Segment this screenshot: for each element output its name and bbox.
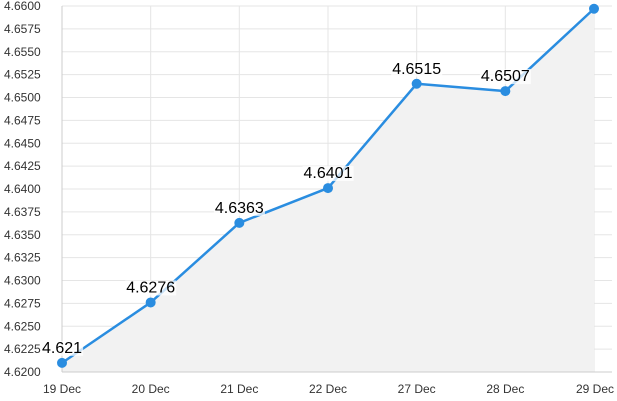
y-tick-label: 4.6350: [4, 228, 41, 242]
data-point: [234, 217, 245, 228]
data-label-background: [40, 340, 84, 356]
axes: [61, 6, 612, 373]
x-tick-label: 27 Dec: [398, 382, 436, 396]
y-tick-label: 4.6600: [4, 0, 41, 13]
y-tick-label: 4.6325: [4, 251, 41, 265]
data-label-background: [125, 280, 177, 296]
x-tick-label: 29 Dec: [576, 382, 614, 396]
data-label-background: [479, 69, 531, 85]
y-tick-label: 4.6450: [4, 136, 41, 150]
data-point: [57, 357, 67, 368]
y-tick-label: 4.6400: [4, 182, 41, 196]
data-point: [323, 183, 333, 194]
data-point: [145, 297, 156, 308]
y-tick-label: 4.6500: [4, 91, 41, 105]
data-point: [411, 78, 422, 89]
data-label-background: [302, 166, 354, 182]
y-tick-label: 4.6225: [4, 342, 41, 356]
y-tick-label: 4.6550: [4, 45, 41, 59]
x-axis-ticks: 19 Dec 20 Dec 21 Dec 22 Dec 27 Dec 28 Dec 29 D…: [43, 382, 614, 396]
x-tick-label: 22 Dec: [309, 382, 347, 396]
data-label: 4.6401: [304, 165, 353, 182]
data-label: 4.6515: [392, 61, 441, 78]
y-tick-label: 4.6275: [4, 296, 41, 310]
x-tick-label: 21 Dec: [220, 382, 258, 396]
y-tick-label: 4.6300: [4, 274, 41, 288]
y-tick-label: 4.6425: [4, 159, 41, 173]
y-tick-label: 4.6250: [4, 319, 41, 333]
data-label: 4.621: [42, 340, 82, 357]
x-tick-label: 28 Dec: [486, 382, 524, 396]
y-tick-label: 4.6375: [4, 205, 41, 219]
data-points: [57, 3, 599, 368]
x-tick-label: 20 Dec: [132, 382, 170, 396]
data-label: 4.6597: [549, 0, 598, 3]
x-tick-label: 19 Dec: [43, 382, 81, 396]
y-tick-label: 4.6525: [4, 68, 41, 82]
data-label-background: [548, 0, 600, 2]
data-point: [500, 86, 511, 97]
y-tick-label: 4.6575: [4, 22, 41, 36]
data-point: [589, 3, 599, 14]
data-label: 4.6276: [126, 279, 175, 296]
data-label-background: [391, 61, 443, 77]
data-label: 4.6363: [215, 200, 264, 217]
y-tick-label: 4.6475: [4, 113, 41, 127]
y-axis-ticks: 4.6200 4.6225 4.6250 4.6275 4.6300 4.6325 4.63…: [4, 0, 41, 379]
data-labels: 4.621 4.6276 4.6363 4.6401 4.6515 4.6507 4.659…: [40, 0, 600, 357]
data-label: 4.6507: [481, 68, 530, 85]
y-tick-label: 4.6200: [4, 365, 41, 379]
data-label-background: [213, 200, 265, 216]
